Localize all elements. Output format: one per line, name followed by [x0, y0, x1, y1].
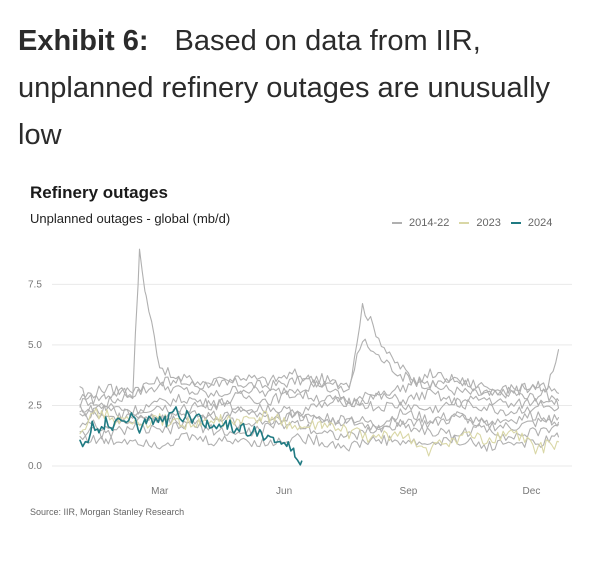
legend: 2014-22 2023 2024: [392, 217, 552, 229]
y-tick-label: 7.5: [28, 279, 42, 290]
exhibit-label: Exhibit 6:: [18, 25, 149, 57]
series-line-2014-22: [79, 338, 560, 408]
series-line-2014-22: [79, 404, 560, 432]
y-tick-label: 2.5: [28, 400, 42, 411]
legend-swatch-2024: [510, 222, 521, 224]
series-line-2014-22: [79, 248, 560, 408]
legend-label-2023: 2023: [476, 217, 501, 229]
series-line-2014-22: [79, 432, 560, 452]
chart-subtitle: Unplanned outages - global (mb/d): [30, 211, 231, 226]
legend-item-2024: 2024: [510, 217, 553, 229]
x-tick-label: Dec: [523, 486, 541, 497]
legend-swatch-2023: [459, 222, 470, 224]
headline-text: Based on data from IIR, unplanned refine…: [18, 25, 551, 151]
x-tick-label: Jun: [276, 486, 292, 497]
source-note: Source: IIR, Morgan Stanley Research: [30, 507, 185, 517]
legend-label-2024: 2024: [527, 217, 553, 229]
x-tick-label: Mar: [151, 486, 169, 497]
legend-item-2023: 2023: [459, 217, 501, 229]
chart-title: Refinery outages: [30, 183, 168, 202]
legend-swatch-2014-22: [392, 222, 402, 224]
series-line-2014-22: [79, 420, 560, 441]
y-tick-label: 0.0: [28, 461, 42, 472]
headline: Exhibit 6: Based on data from IIR, unplan…: [18, 18, 598, 159]
legend-item-2014-22: 2014-22: [392, 217, 449, 229]
x-tick-label: Sep: [400, 486, 418, 497]
series-line-2014-22: [79, 368, 560, 409]
series-line-2024: [79, 406, 303, 466]
legend-label-2014-22: 2014-22: [409, 217, 450, 229]
series-line-2023: [79, 407, 560, 457]
y-tick-label: 5.0: [28, 340, 42, 351]
